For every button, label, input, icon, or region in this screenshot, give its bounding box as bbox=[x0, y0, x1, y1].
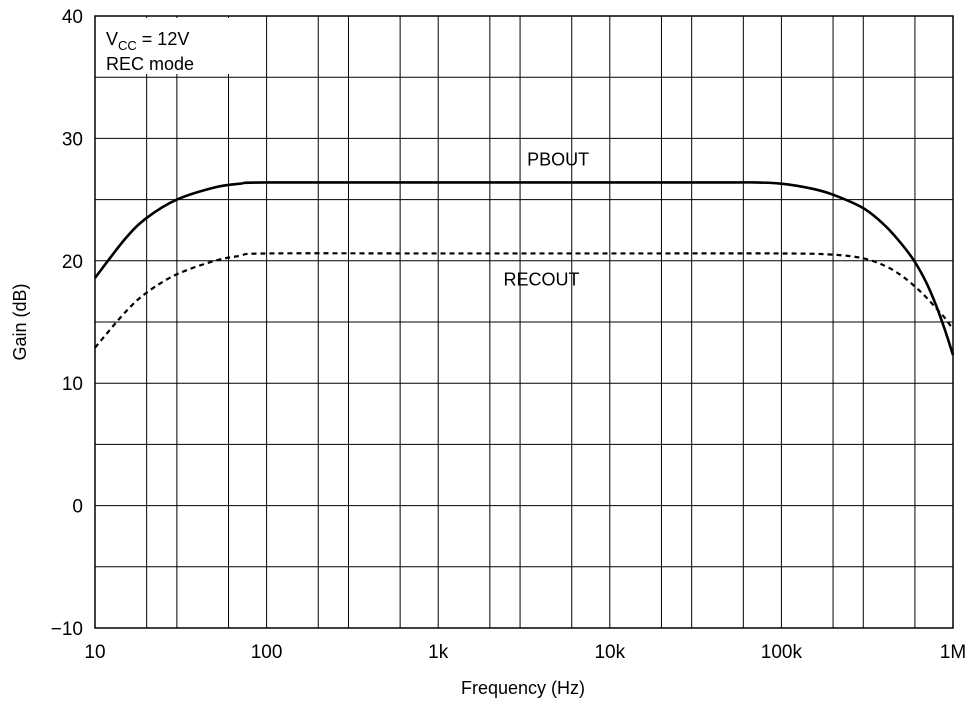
y-tick-label: −10 bbox=[51, 619, 83, 640]
series-labels: PBOUT RECOUT bbox=[504, 149, 590, 289]
x-tick-label: 10k bbox=[594, 642, 625, 663]
x-tick-label: 100k bbox=[761, 642, 803, 663]
annotation-mode: REC mode bbox=[106, 54, 194, 74]
annotation-background bbox=[96, 18, 264, 74]
plot-border bbox=[94, 15, 954, 629]
x-axis-label: Frequency (Hz) bbox=[461, 678, 585, 698]
x-tick-label: 100 bbox=[251, 642, 283, 663]
y-tick-label: 40 bbox=[62, 7, 83, 28]
series-label-recout: RECOUT bbox=[504, 269, 580, 289]
x-tick-label: 10 bbox=[84, 642, 105, 663]
y-tick-label: 10 bbox=[62, 374, 83, 395]
x-tick-label: 1k bbox=[428, 642, 449, 663]
annotation-vcc: VCC = 12V bbox=[106, 29, 189, 53]
series-lines bbox=[93, 181, 955, 356]
y-tick-label: 0 bbox=[72, 497, 83, 518]
plot-frame bbox=[94, 15, 954, 629]
series-line-pbout bbox=[93, 181, 955, 356]
y-tick-label: 20 bbox=[62, 252, 83, 273]
y-axis-label: Gain (dB) bbox=[10, 283, 30, 360]
grid bbox=[95, 16, 953, 628]
series-label-pbout: PBOUT bbox=[527, 149, 589, 169]
x-tick-label: 1M bbox=[940, 642, 966, 663]
y-tick-label: 30 bbox=[62, 129, 83, 150]
annotation-vcc-rest: = 12V bbox=[137, 29, 190, 49]
series-line-recout bbox=[94, 252, 954, 349]
tick-labels: 10 100 1k 10k 100k 1M −10 0 10 20 30 40 bbox=[51, 7, 966, 663]
annotation-vcc-main: V bbox=[106, 29, 118, 49]
annotation-vcc-sub: CC bbox=[118, 38, 137, 53]
